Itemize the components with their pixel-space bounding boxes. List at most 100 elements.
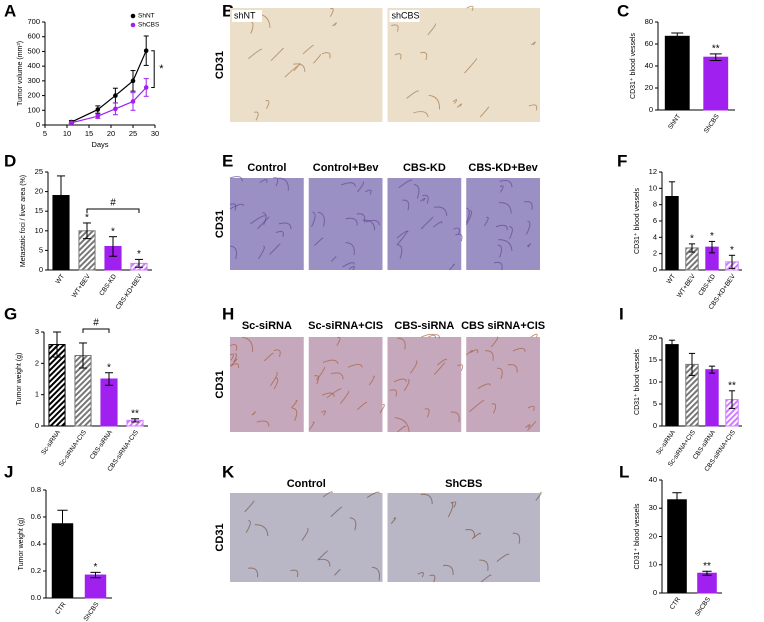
bar — [697, 572, 717, 594]
vessel-texture — [273, 349, 281, 358]
significance-bracket — [82, 328, 110, 333]
vessel-texture — [496, 553, 510, 562]
vessel-texture — [527, 421, 537, 431]
y-tick-label: 60 — [645, 39, 653, 48]
y-tick-label: 12 — [649, 167, 657, 176]
y-axis-label: Tumor weight (g) — [16, 353, 23, 406]
y-tick-label: 0 — [653, 421, 657, 430]
error-bar — [668, 181, 676, 212]
y-tick-label: 400 — [27, 61, 40, 70]
vessel-texture — [330, 506, 343, 518]
y-axis-label: Tumor weight (g) — [18, 518, 25, 571]
y-tick-label: 0.6 — [31, 512, 41, 521]
y-tick-label: 0 — [39, 265, 43, 274]
micrograph-label: CBS-KD+Bev — [468, 162, 538, 174]
error-bar — [728, 390, 736, 409]
micrograph — [466, 337, 540, 432]
error-bar — [52, 331, 62, 358]
vessel-texture — [248, 567, 259, 578]
vessel-texture — [229, 203, 237, 211]
vessel-texture — [457, 364, 464, 372]
vessel-texture — [433, 361, 445, 375]
y-axis-label: CD31⁺ blood vessels — [633, 188, 641, 254]
vessel-texture — [301, 528, 309, 541]
stain-label: CD31 — [214, 370, 226, 398]
y-tick-label: 1 — [35, 390, 39, 399]
vessel-texture — [479, 106, 489, 118]
significance-label: * — [111, 226, 115, 237]
inset-label-bg — [389, 10, 420, 22]
vessel-texture — [480, 574, 492, 583]
vessel-texture — [402, 199, 410, 211]
data-point — [113, 93, 118, 98]
bar — [664, 35, 690, 111]
vessel-texture — [466, 5, 474, 11]
error-bar — [104, 372, 114, 386]
micrograph — [230, 493, 383, 582]
vessel-texture — [530, 41, 536, 46]
vessel-texture — [368, 375, 375, 386]
vessel-texture — [313, 237, 324, 247]
data-point — [95, 113, 101, 119]
vessel-texture — [256, 420, 270, 427]
y-tick-label: 6 — [653, 216, 657, 225]
vessel-texture — [427, 23, 436, 36]
y-tick-label: 20 — [649, 531, 657, 540]
vessel-texture — [248, 48, 263, 60]
significance-bracket — [86, 208, 140, 213]
micrograph-label: Control — [287, 478, 326, 490]
vessel-texture — [259, 179, 268, 183]
panel-letter: G — [4, 304, 17, 323]
vessel-texture — [366, 491, 380, 498]
vessel-texture — [424, 408, 430, 418]
y-tick-label: 0.8 — [31, 485, 41, 494]
y-tick-label: 100 — [27, 105, 40, 114]
vessel-texture — [313, 54, 322, 64]
vessel-texture — [229, 175, 243, 182]
x-tick-label: CBS-siRNA — [89, 429, 115, 461]
vessel-texture — [315, 366, 325, 381]
error-bar — [672, 492, 682, 508]
vessel-texture — [291, 399, 298, 409]
significance-label: * — [710, 231, 714, 242]
panel-letter: L — [619, 462, 629, 481]
panel-letter: H — [222, 304, 234, 323]
micrograph-label: ShCBS — [445, 478, 482, 490]
error-bar — [688, 352, 696, 376]
bar — [665, 344, 679, 427]
vessel-texture — [251, 411, 256, 416]
y-tick-label: 5 — [653, 399, 657, 408]
legend-marker — [130, 13, 136, 19]
x-axis-label: Days — [91, 140, 108, 149]
x-tick-label: ShCBS — [703, 113, 721, 135]
significance-label: ** — [712, 44, 720, 55]
x-tick-label: CBS-KD+BEV — [115, 273, 145, 311]
vessel-texture — [433, 221, 443, 228]
vessel-texture — [525, 220, 531, 235]
vessel-texture — [365, 219, 381, 226]
vessel-texture — [379, 403, 385, 414]
y-tick-label: 300 — [27, 76, 40, 85]
vessel-texture — [391, 24, 399, 32]
vessel-texture — [465, 350, 473, 356]
vessel-texture — [329, 7, 334, 17]
vessel-texture — [356, 401, 367, 411]
vessel-texture — [321, 410, 326, 416]
vessel-texture — [465, 209, 472, 225]
y-tick-label: 15 — [649, 355, 657, 364]
x-tick-label: 10 — [63, 129, 71, 138]
vessel-texture — [269, 243, 281, 255]
vessel-texture — [413, 111, 429, 118]
vessel-texture — [452, 99, 458, 104]
y-tick-label: 10 — [35, 226, 43, 235]
vessel-texture — [485, 350, 494, 361]
micrograph-label: CBS-siRNA — [394, 320, 454, 332]
y-tick-label: 80 — [645, 17, 653, 26]
vessel-texture — [349, 517, 357, 531]
y-tick-label: 10 — [649, 183, 657, 192]
y-tick-label: 600 — [27, 32, 40, 41]
x-tick-label: ShNT — [667, 113, 682, 131]
micrograph — [387, 8, 540, 122]
vessel-texture — [272, 177, 279, 187]
error-bar — [708, 240, 716, 254]
